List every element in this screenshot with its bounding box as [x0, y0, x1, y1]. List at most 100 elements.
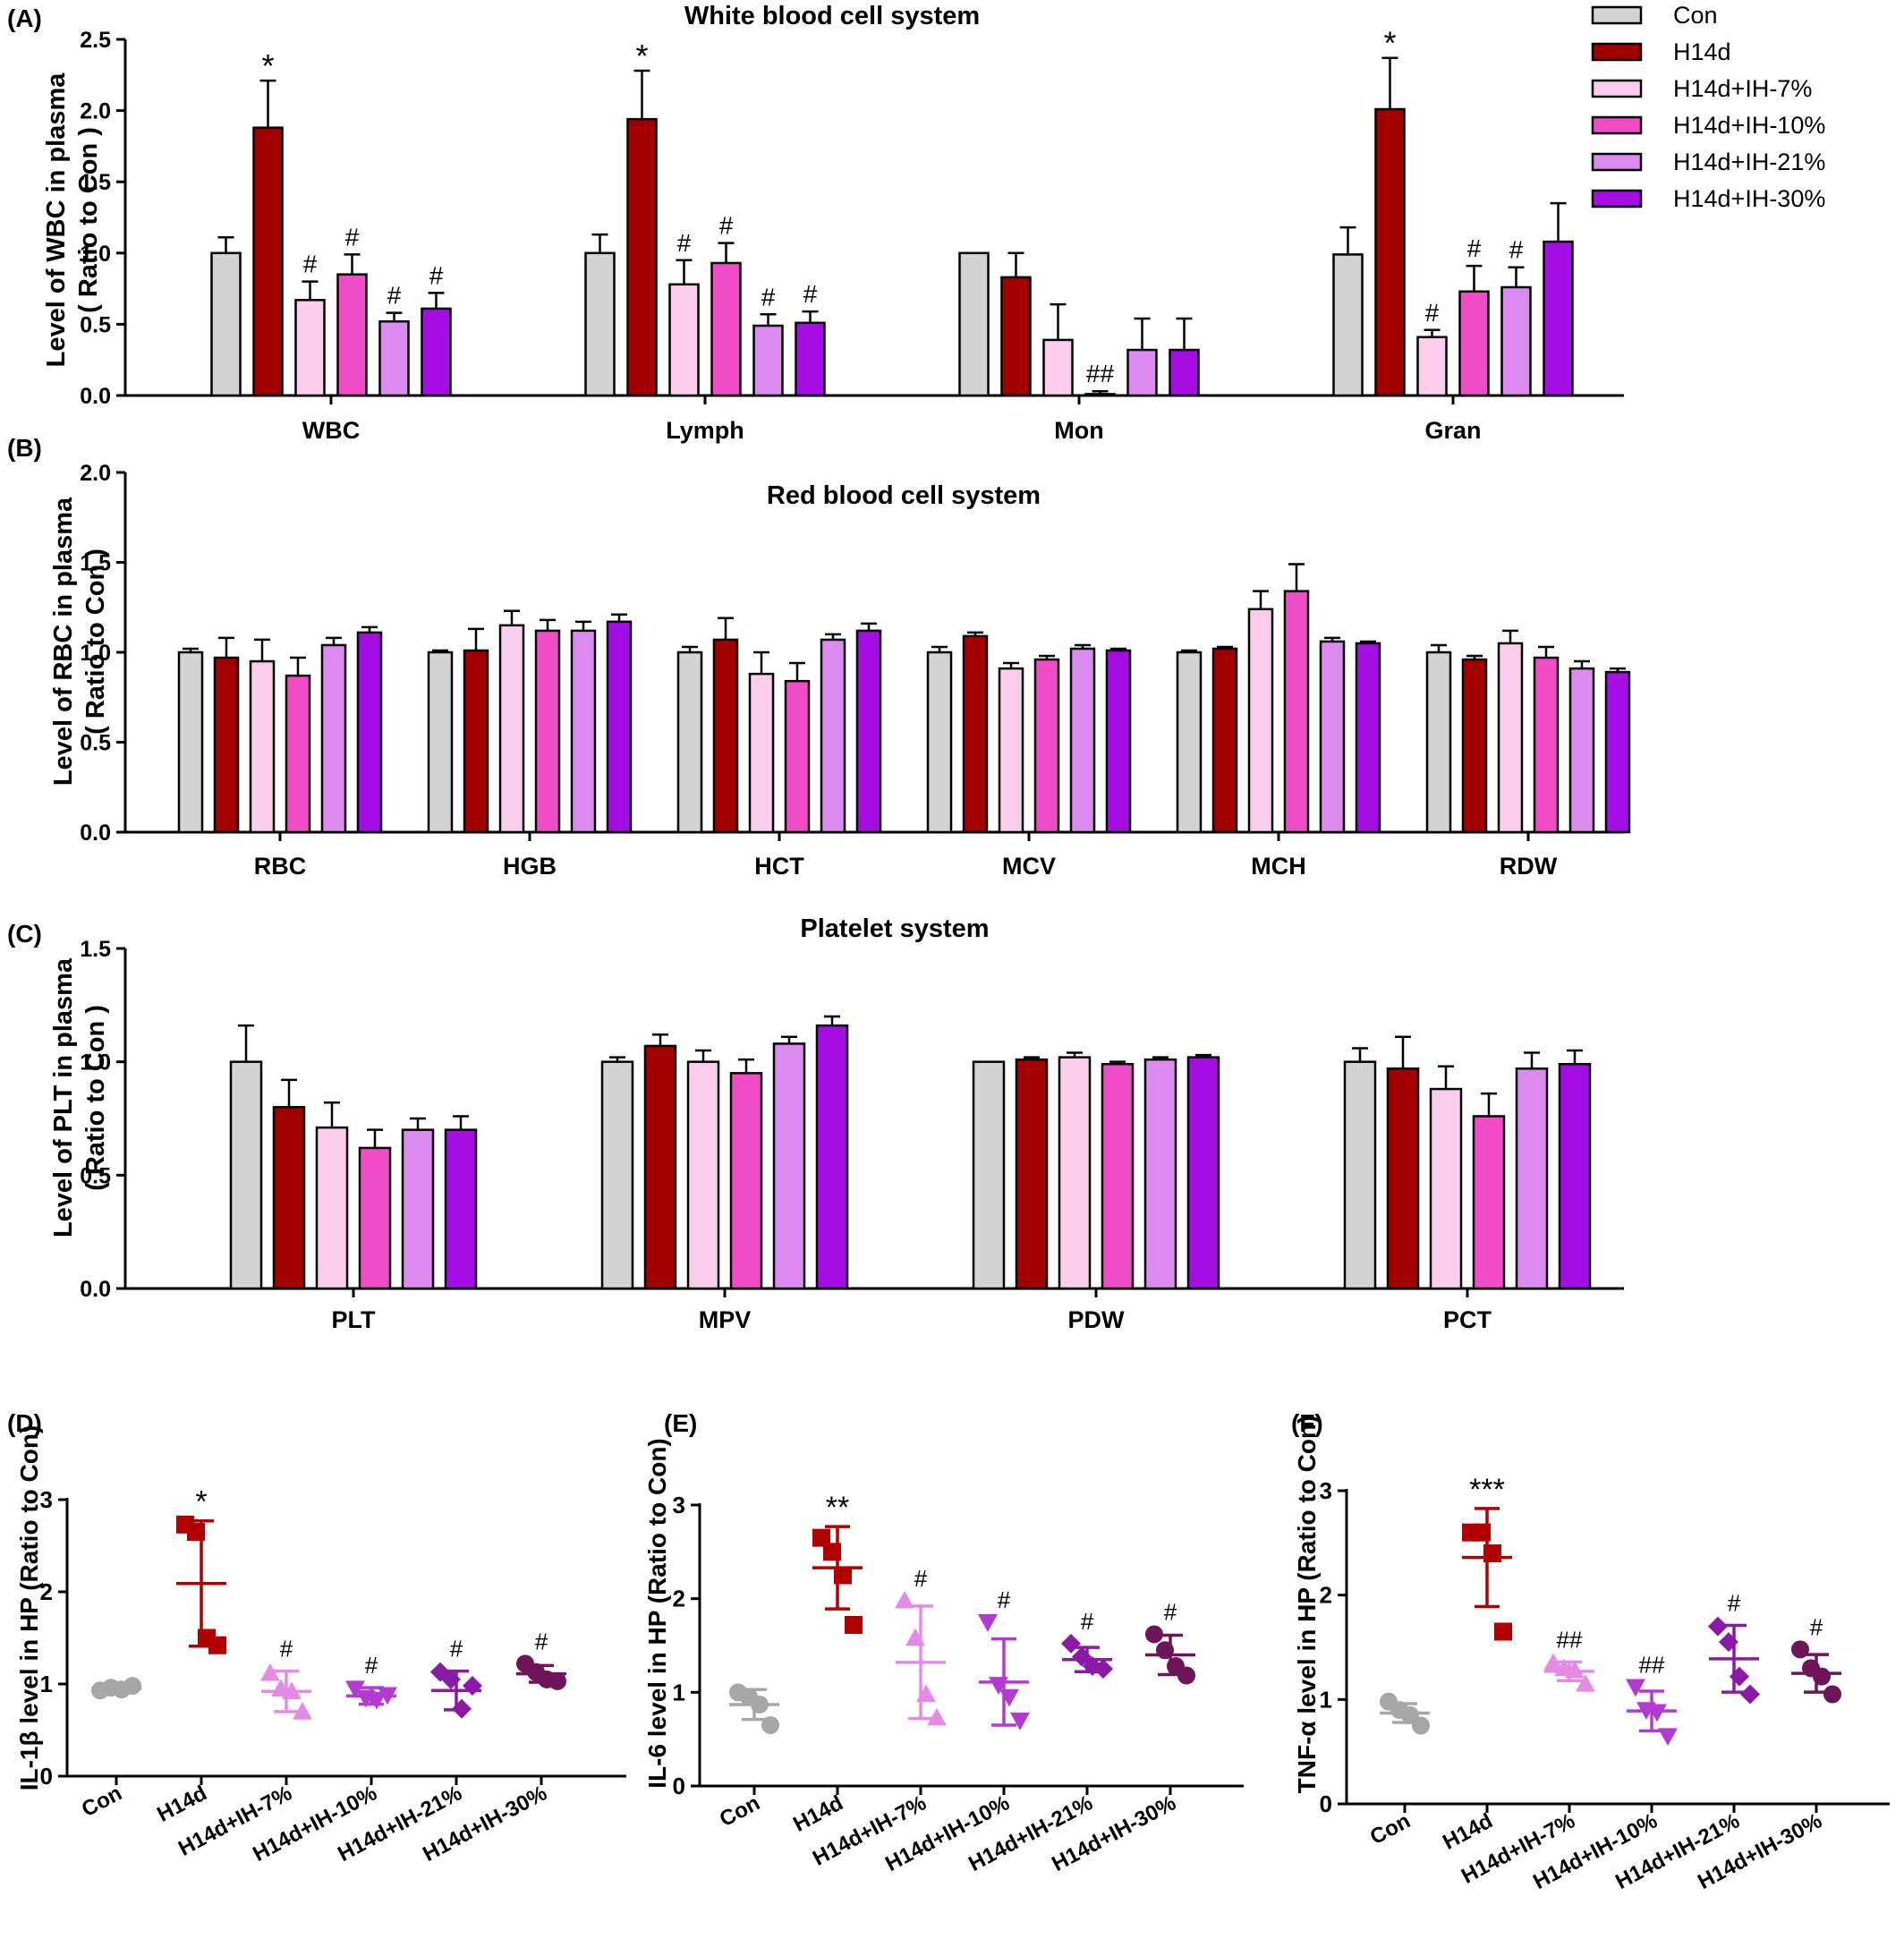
- bar: [815, 1024, 849, 1290]
- data-point: [293, 1701, 312, 1720]
- bar: [358, 1146, 392, 1290]
- y-tick-label: 0.5: [80, 1163, 111, 1188]
- significance-label: #: [1467, 234, 1482, 262]
- panel-b-ylabel-line2: ( Ratio to Con ): [81, 549, 110, 735]
- significance-label: *: [261, 47, 274, 84]
- bar: [643, 1044, 677, 1290]
- bar: [444, 1128, 478, 1290]
- bar: [294, 299, 326, 397]
- data-point: [1061, 1633, 1081, 1654]
- bar: [1101, 1062, 1135, 1290]
- bar: [772, 1042, 806, 1290]
- panel-d-ylabel: IL-1β level in HP (Ratio to Con): [15, 1425, 43, 1791]
- x-tick-label: MCH: [1251, 853, 1306, 880]
- significance-label: *: [1383, 25, 1396, 62]
- panel-e-letter: (E): [664, 1409, 697, 1437]
- panel-a-title: White blood cell system: [684, 2, 980, 30]
- bar: [1069, 647, 1096, 834]
- y-tick-label: 1.5: [80, 170, 111, 195]
- bar: [1343, 1060, 1377, 1290]
- bar: [712, 638, 739, 834]
- legend-swatch: [1591, 115, 1643, 135]
- bar: [606, 620, 633, 834]
- bar: [378, 319, 410, 397]
- data-point: [927, 1707, 947, 1726]
- data-point: [1626, 1679, 1645, 1697]
- bar: [1332, 253, 1364, 397]
- data-point: [1412, 1716, 1430, 1735]
- y-tick-label: 2: [673, 1586, 685, 1612]
- data-point: [208, 1636, 226, 1654]
- bar: [1186, 1056, 1220, 1290]
- significance-label: ##: [1557, 1626, 1583, 1653]
- bar: [729, 1072, 763, 1290]
- y-tick-label: 0.5: [80, 312, 111, 337]
- data-point: [548, 1671, 566, 1690]
- legend-label: H14d+IH-21%: [1673, 149, 1825, 175]
- significance-label: ***: [1469, 1473, 1505, 1507]
- significance-label: #: [303, 251, 318, 278]
- x-tick-label: PLT: [332, 1306, 376, 1333]
- significance-label: **: [826, 1491, 849, 1525]
- legend-swatch: [1591, 42, 1643, 62]
- data-point: [463, 1676, 482, 1697]
- bar: [1355, 642, 1381, 834]
- bar: [213, 656, 240, 834]
- panel-b-letter: (B): [7, 434, 42, 462]
- bar: [820, 638, 846, 834]
- x-tick-label: HCT: [754, 853, 804, 880]
- y-tick-label: 2: [40, 1578, 53, 1605]
- bar: [210, 251, 242, 397]
- panel-c-letter: (C): [7, 920, 42, 948]
- y-tick-label: 0.0: [80, 384, 111, 409]
- y-tick-label: 1.5: [80, 937, 111, 962]
- bar: [272, 1106, 306, 1290]
- significance-label: #: [914, 1565, 928, 1592]
- data-point: [812, 1528, 830, 1547]
- bar: [1211, 647, 1238, 834]
- bar: [710, 261, 742, 397]
- bar: [1176, 651, 1203, 834]
- bar: [752, 324, 784, 397]
- legend-label: Con: [1673, 2, 1718, 29]
- y-tick-label: 2: [1320, 1582, 1332, 1609]
- bar: [1533, 656, 1560, 834]
- bar: [998, 667, 1024, 834]
- significance-label: #: [1164, 1598, 1177, 1625]
- bar: [320, 643, 347, 834]
- data-point: [1658, 1728, 1678, 1747]
- legend-swatch: [1591, 79, 1643, 98]
- data-point: [1093, 1659, 1113, 1680]
- bar: [1425, 651, 1452, 834]
- x-tick-label: RDW: [1500, 853, 1558, 880]
- significance-label: #: [429, 261, 444, 289]
- bar: [534, 629, 561, 834]
- bar: [1500, 285, 1532, 397]
- bar: [421, 307, 452, 397]
- significance-label: #: [1728, 1590, 1741, 1617]
- legend-label: H14d: [1673, 38, 1731, 65]
- data-point: [1010, 1712, 1030, 1731]
- data-point: [1708, 1616, 1728, 1637]
- bar: [1558, 1062, 1592, 1290]
- bar: [498, 624, 525, 834]
- panel-e-ylabel: IL-6 level in HP (Ratio to Con): [643, 1438, 671, 1789]
- bar: [926, 651, 953, 834]
- x-tick-label: Gran: [1424, 417, 1481, 444]
- x-tick-label: PCT: [1443, 1306, 1492, 1333]
- x-tick-label: Con: [78, 1781, 126, 1822]
- bar: [1497, 642, 1524, 834]
- significance-label: #: [1810, 1613, 1823, 1640]
- bar: [315, 1126, 349, 1290]
- bar: [1000, 276, 1032, 397]
- y-tick-label: 0.5: [80, 731, 111, 756]
- y-tick-label: 3: [673, 1492, 685, 1518]
- bar: [958, 251, 990, 397]
- bar: [1416, 336, 1448, 397]
- bar: [229, 1060, 263, 1290]
- bar: [285, 674, 311, 834]
- significance-label: #: [998, 1586, 1011, 1613]
- data-point: [1145, 1625, 1163, 1644]
- y-tick-label: 1.0: [80, 242, 111, 267]
- panel-f-letter: (F): [1291, 1409, 1323, 1437]
